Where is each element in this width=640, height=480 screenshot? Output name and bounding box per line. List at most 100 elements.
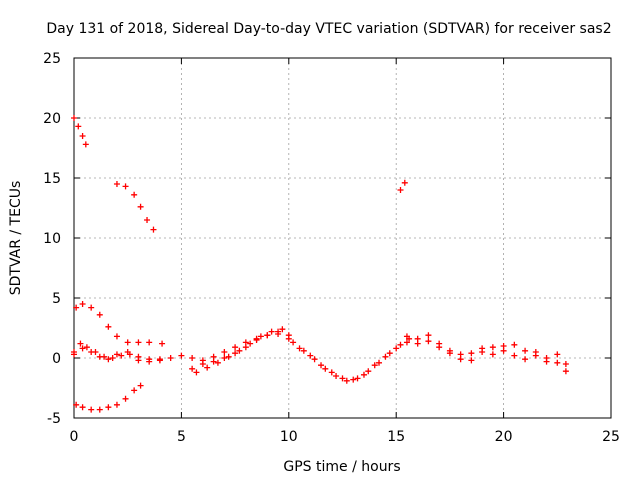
- data-point: [511, 341, 518, 348]
- data-point: [135, 339, 142, 346]
- data-point: [318, 362, 325, 369]
- series-arc-a: [71, 115, 89, 148]
- x-tick-label: 5: [177, 429, 186, 445]
- data-point: [199, 361, 206, 367]
- series-arc-j: [403, 332, 569, 367]
- series-arc-f: [71, 345, 163, 364]
- y-tick-label: 10: [43, 231, 61, 247]
- data-point: [96, 353, 103, 360]
- y-tick-label: -5: [47, 411, 61, 427]
- data-point: [105, 404, 112, 411]
- data-point: [113, 333, 120, 340]
- data-point: [354, 375, 361, 382]
- data-point: [468, 350, 475, 357]
- data-point: [479, 345, 486, 352]
- data-point: [522, 347, 529, 354]
- data-point: [178, 352, 185, 359]
- data-point: [264, 332, 271, 339]
- data-point: [322, 365, 329, 372]
- data-point: [290, 339, 297, 346]
- data-point: [96, 311, 103, 318]
- data-point: [225, 353, 232, 360]
- data-point: [253, 337, 260, 343]
- y-tick-label: 5: [52, 291, 61, 307]
- data-point: [562, 368, 569, 375]
- data-point: [113, 351, 120, 358]
- data-point: [146, 356, 153, 363]
- data-point: [137, 203, 144, 210]
- data-point: [79, 301, 86, 307]
- data-point: [365, 368, 372, 375]
- data-point: [279, 326, 286, 333]
- data-point: [511, 352, 518, 359]
- data-point: [232, 344, 239, 351]
- data-point: [189, 365, 196, 372]
- data-point: [532, 349, 539, 355]
- data-point: [105, 323, 112, 330]
- x-tick-label: 0: [70, 429, 79, 445]
- data-point: [88, 304, 95, 311]
- data-point: [382, 353, 389, 360]
- data-point: [350, 376, 357, 383]
- data-point: [468, 357, 475, 364]
- series-arc-i: [193, 326, 413, 384]
- data-point: [189, 355, 196, 361]
- x-tick-label: 10: [280, 429, 298, 445]
- data-point: [543, 355, 550, 361]
- y-tick-label: 25: [43, 51, 61, 67]
- y-tick-label: 15: [43, 171, 61, 187]
- data-point: [242, 344, 249, 351]
- data-point: [376, 359, 383, 366]
- x-tick-label: 20: [495, 429, 513, 445]
- data-point: [71, 351, 77, 358]
- data-point: [343, 377, 350, 384]
- data-point: [113, 181, 120, 187]
- data-point: [109, 355, 116, 361]
- data-point: [401, 179, 408, 186]
- data-point: [159, 340, 166, 347]
- data-point: [204, 364, 211, 371]
- data-point: [397, 187, 404, 193]
- grid: [74, 58, 611, 418]
- data-point: [75, 123, 82, 130]
- series-arc-d: [73, 301, 166, 347]
- x-tick-label: 15: [387, 429, 405, 445]
- data-point: [333, 373, 340, 379]
- data-points: [71, 115, 569, 413]
- data-point: [221, 349, 228, 355]
- data-point: [236, 347, 243, 354]
- data-point: [131, 191, 138, 198]
- data-point: [79, 133, 86, 139]
- data-point: [77, 340, 84, 347]
- data-point: [137, 382, 144, 389]
- series-arc-b: [113, 181, 157, 233]
- data-point: [397, 341, 404, 348]
- data-point: [83, 344, 90, 351]
- data-point: [562, 361, 569, 367]
- data-point: [122, 395, 129, 402]
- data-point: [554, 359, 561, 366]
- data-point: [307, 352, 314, 359]
- x-axis-title: GPS time / hours: [283, 459, 400, 475]
- y-axis-title: SDTVAR / TECUs: [8, 181, 24, 296]
- axis-ticks: 0 5 10 15 20 25 -5 0 5 10 15 20 25: [43, 51, 620, 445]
- y-tick-label: 0: [52, 351, 61, 367]
- data-point: [386, 350, 393, 357]
- data-point: [436, 344, 443, 351]
- data-point: [339, 375, 346, 382]
- data-point: [131, 387, 138, 394]
- y-tick-label: 20: [43, 111, 61, 127]
- data-point: [105, 356, 112, 363]
- data-point: [79, 345, 86, 352]
- data-point: [122, 183, 129, 190]
- data-point: [285, 335, 292, 342]
- data-point: [146, 339, 153, 346]
- data-point: [88, 349, 95, 355]
- data-point: [360, 371, 367, 378]
- data-point: [124, 339, 131, 346]
- data-point: [414, 340, 421, 347]
- data-point: [489, 344, 496, 351]
- data-point: [296, 345, 303, 352]
- data-point: [156, 357, 163, 364]
